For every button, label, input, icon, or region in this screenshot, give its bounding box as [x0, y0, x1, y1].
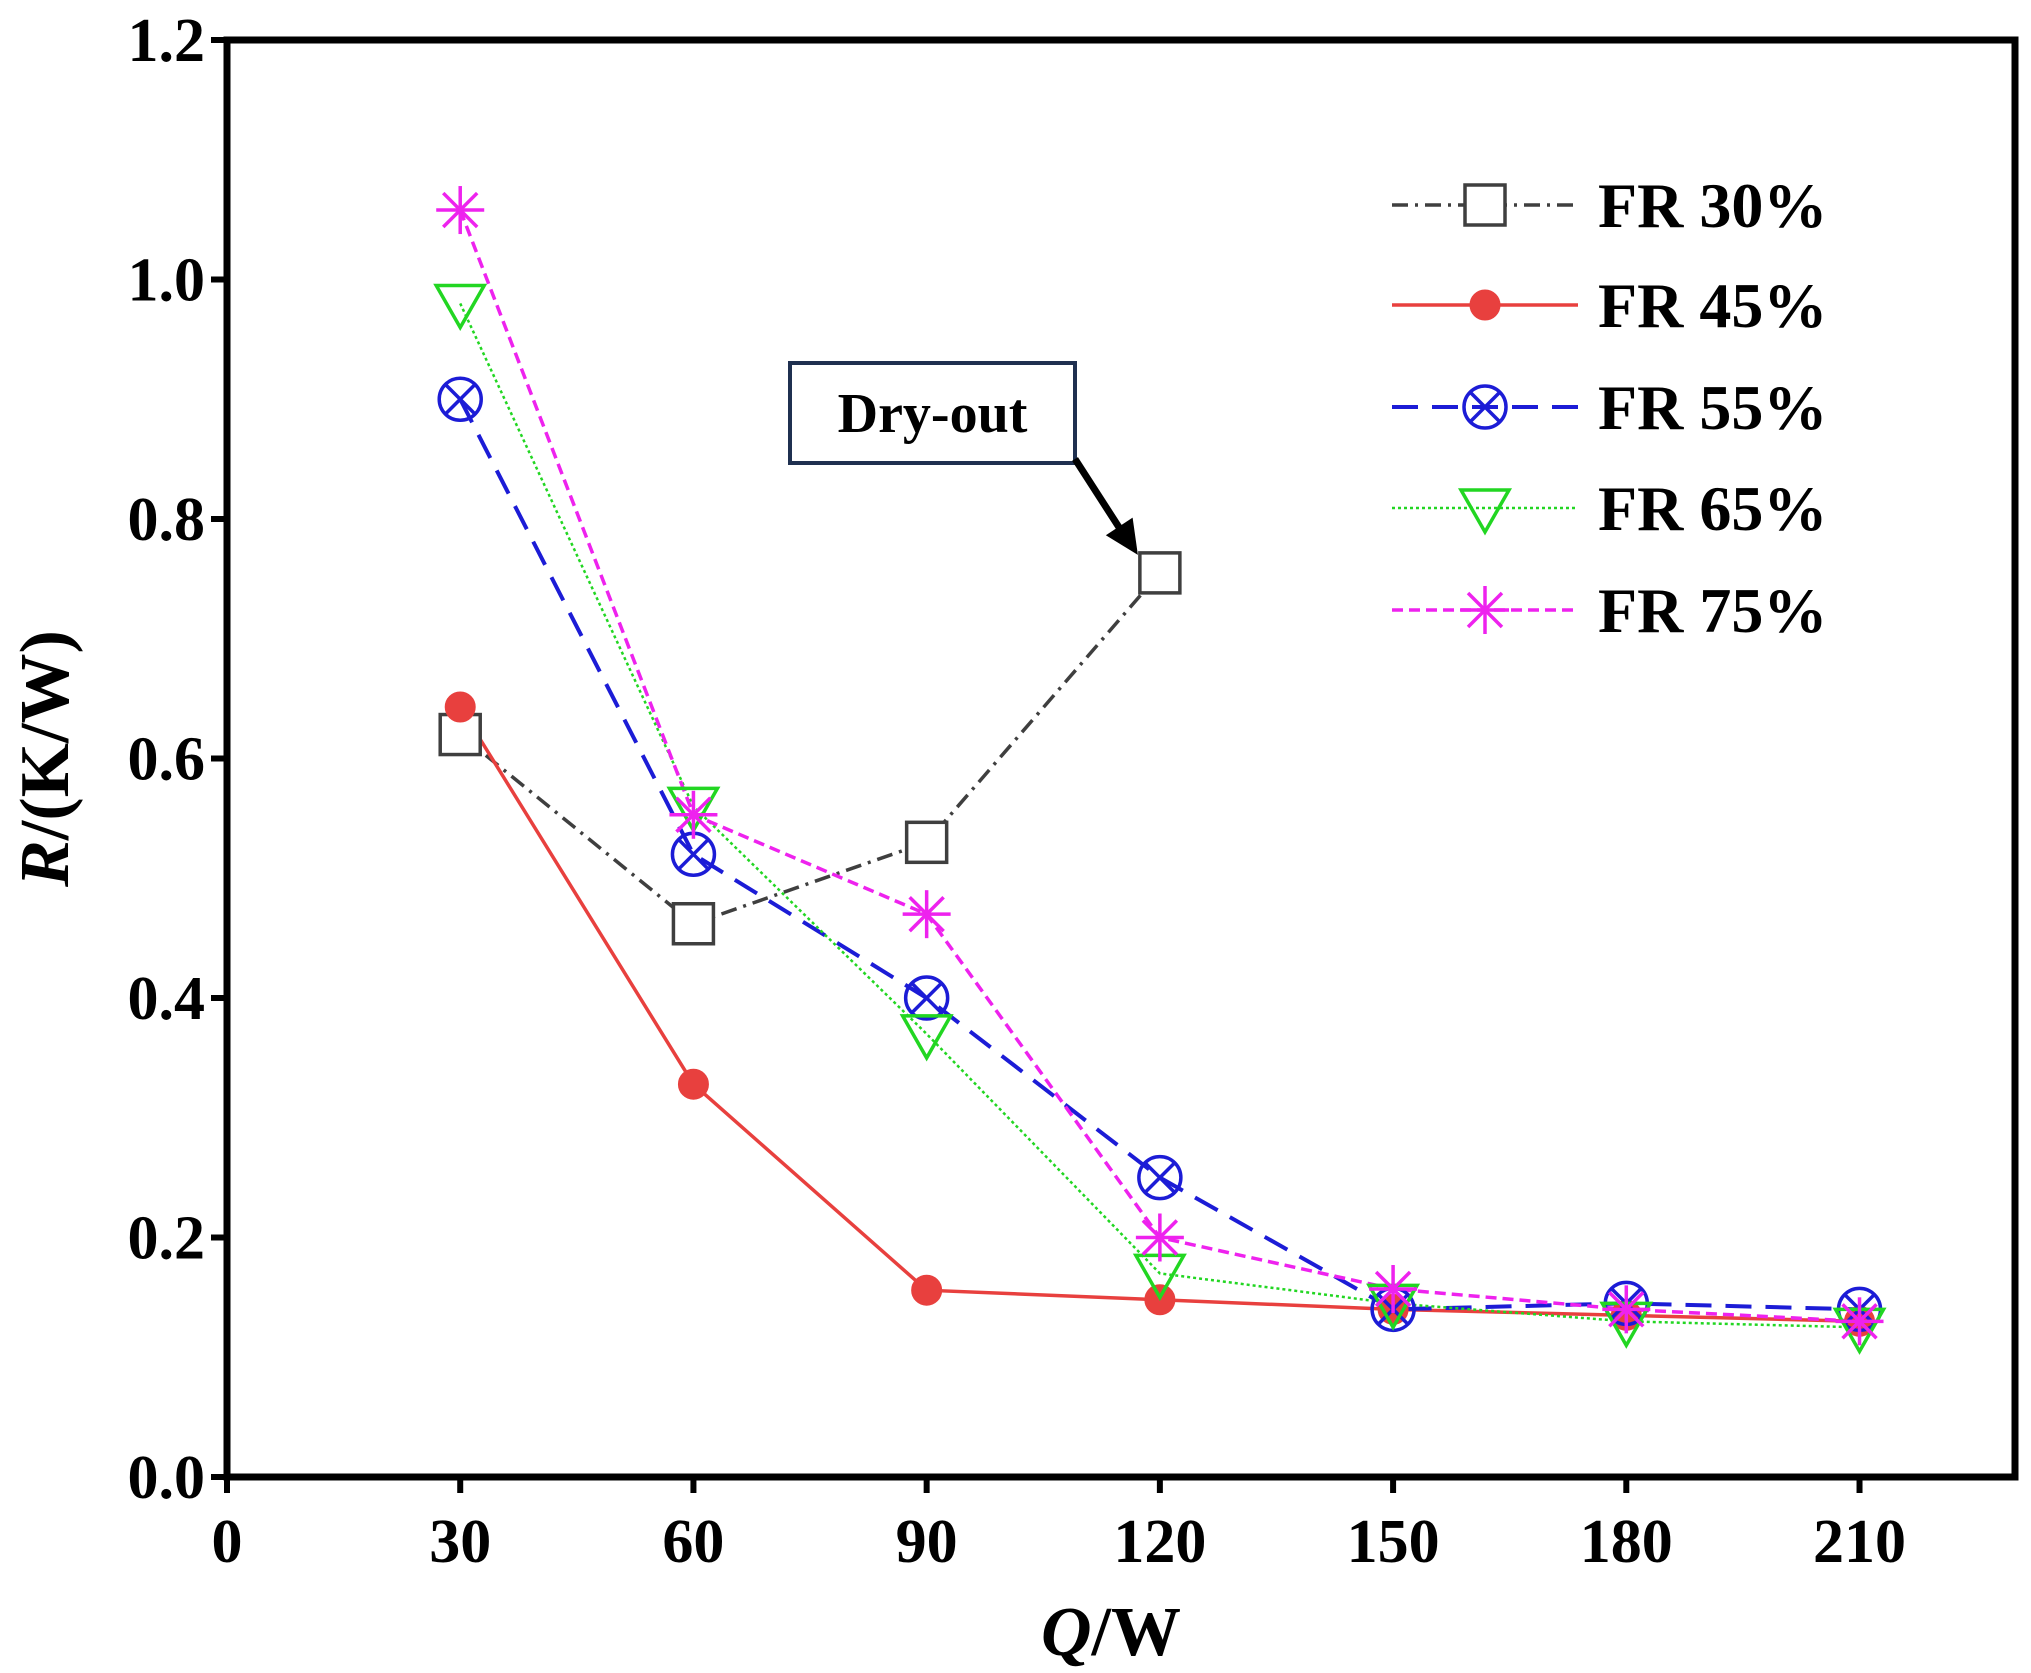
- legend-marker: [1469, 289, 1501, 321]
- legend-label: FR 55%: [1598, 372, 1827, 443]
- x-tick-label: 90: [896, 1508, 958, 1576]
- series-4-point: [666, 786, 721, 834]
- plot-frame: [223, 36, 2019, 1481]
- y-tick-label: 0.2: [128, 1205, 206, 1273]
- y-tick-label: 0.4: [128, 965, 206, 1033]
- series-3-point: [1137, 1154, 1183, 1201]
- series-5-point-spoke: [442, 191, 479, 229]
- legend-item-1: FR 30%: [1392, 170, 1827, 241]
- series-1-point: [1138, 551, 1182, 595]
- series-5-point-spoke: [1608, 1291, 1645, 1328]
- series-3-point-ring: [437, 376, 483, 422]
- y-axis-title-unit: /(K/W): [7, 630, 84, 841]
- series-5-point: [669, 790, 718, 839]
- x-axis-title: Q/W: [1041, 1594, 1181, 1671]
- series-5-point-spoke: [1841, 1303, 1878, 1340]
- annotation-arrow-shaft: [1072, 457, 1127, 537]
- series-5-point-spoke: [908, 895, 945, 933]
- series-line-1: [459, 571, 1162, 926]
- x-tick-label: 120: [1113, 1508, 1206, 1576]
- series-3-point-ring: [1137, 1154, 1183, 1201]
- series-5-point: [1135, 1213, 1184, 1262]
- legend-item-2: FR 45%: [1392, 270, 1827, 341]
- legend-marker: [1462, 384, 1508, 430]
- series-5-point: [1602, 1285, 1651, 1334]
- series-2-point: [677, 1068, 709, 1100]
- y-tick-label: 0.0: [128, 1444, 206, 1512]
- legend-item-5: FR 75%: [1392, 575, 1827, 646]
- x-axis-title-symbol: Q: [1041, 1594, 1092, 1671]
- y-axis-title-symbol: R: [7, 840, 84, 888]
- x-axis-title-unit: /W: [1091, 1594, 1181, 1671]
- legend-marker-ring: [1462, 384, 1508, 430]
- series-5-point: [1369, 1264, 1418, 1313]
- series-4-point: [899, 1014, 954, 1062]
- y-tick-label: 0.8: [128, 486, 206, 554]
- series-2-point: [911, 1274, 943, 1306]
- series-1-point: [904, 820, 949, 865]
- series-5-point-spoke: [1374, 1270, 1412, 1308]
- x-tick-label: 180: [1580, 1508, 1673, 1576]
- legend-marker-cross-b: [1468, 390, 1502, 424]
- series-5-point: [1835, 1297, 1884, 1346]
- series-3-point-cross-b: [677, 838, 710, 871]
- x-tick-label: 30: [429, 1508, 491, 1576]
- annotation-box: [788, 361, 1077, 465]
- legend-label: FR 30%: [1598, 170, 1827, 241]
- series-5-point: [902, 890, 951, 939]
- annotation-text: Dry-out: [838, 383, 1028, 445]
- annotation-arrow-head: [1105, 517, 1138, 555]
- series-3-point: [437, 376, 483, 422]
- y-tick-label: 1.2: [128, 7, 206, 75]
- series-4-point: [433, 283, 488, 331]
- series-3-point-ring: [903, 975, 950, 1021]
- y-axis-title: R/(K/W): [7, 630, 84, 888]
- y-tick-label: 0.6: [128, 726, 206, 794]
- series-3-point-cross-b: [1143, 1161, 1177, 1194]
- series-3-point: [903, 975, 950, 1021]
- x-tick-label: 150: [1347, 1508, 1440, 1576]
- y-tick-label: 1.0: [128, 247, 206, 315]
- x-tick-label: 210: [1813, 1508, 1906, 1576]
- legend-item-3: FR 55%: [1392, 372, 1827, 443]
- legend-label: FR 45%: [1598, 270, 1827, 341]
- x-tick-label: 0: [212, 1508, 243, 1576]
- legend-marker: [1457, 488, 1513, 536]
- legend-marker: [1461, 586, 1509, 634]
- legend-marker: [1463, 183, 1507, 227]
- legend-marker-spoke: [1466, 591, 1504, 629]
- series-3-point: [670, 831, 717, 878]
- series-5-point-spoke: [675, 796, 712, 833]
- x-tick-label: 60: [662, 1508, 724, 1576]
- series-5-point-spoke: [1141, 1219, 1179, 1256]
- legend-item-4: FR 65%: [1392, 473, 1827, 544]
- legend-label: FR 65%: [1598, 473, 1827, 544]
- series-1-point: [671, 902, 716, 946]
- series-3-point-cross-b: [910, 981, 943, 1015]
- series-3-point-cross-b: [443, 383, 477, 416]
- series-2-point: [444, 691, 476, 723]
- legend-label: FR 75%: [1598, 575, 1827, 646]
- series-5-point: [436, 186, 485, 235]
